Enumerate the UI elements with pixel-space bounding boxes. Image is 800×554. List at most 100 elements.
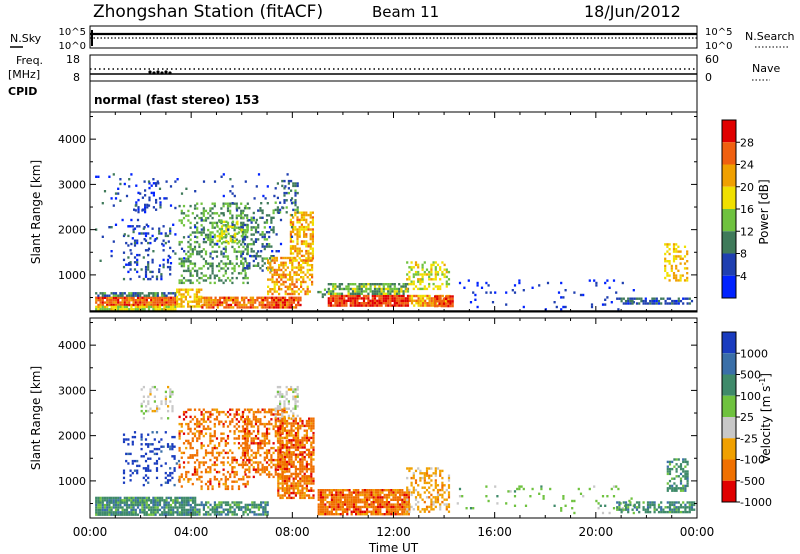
power-colorbar-tick-28: 28 <box>740 136 754 149</box>
velocity-colorbar-tick-7: -1000 <box>740 496 772 509</box>
data-region-20 <box>458 279 635 311</box>
data-region-7 <box>274 385 299 420</box>
velocity-colorbar-swatch-7 <box>722 480 736 502</box>
power-ytick-1000: 1000 <box>58 269 86 282</box>
velocity-colorbar-swatch-3 <box>722 395 736 417</box>
data-region-9 <box>406 467 451 513</box>
power-colorbar-swatch-3 <box>722 186 736 209</box>
data-region-5 <box>262 296 302 309</box>
velocity-colorbar-tick-1: 500 <box>740 369 761 382</box>
velocity-colorbar-tick-0: 1000 <box>740 347 768 360</box>
data-region-1 <box>95 305 177 311</box>
power-colorbar-label: Power [dB] <box>757 179 771 244</box>
nsearch-tick-top: 10^5 <box>705 27 732 38</box>
power-colorbar-swatch-0 <box>722 120 736 143</box>
velocity-colorbar-swatch-1 <box>722 353 736 375</box>
velocity-ytick-1000: 1000 <box>58 475 86 488</box>
data-region-8 <box>178 202 249 285</box>
labels: N.Sky 10^5 10^0 Freq.[MHz] 18 8 CPID normal (fa… <box>8 2 795 107</box>
velocity-colorbar-swatch-2 <box>722 374 736 396</box>
data-region-18 <box>406 261 451 291</box>
data-region-2 <box>95 292 177 297</box>
velocity-heatmap <box>95 385 696 516</box>
data-region-6 <box>122 225 172 281</box>
xtick-1: 04:00 <box>174 525 209 539</box>
xtick-0: 00:00 <box>73 525 108 539</box>
data-region-3 <box>176 288 203 308</box>
data-region-16 <box>327 283 410 295</box>
power-ylabel: Slant Range [km] <box>29 160 43 264</box>
nsky-strip-frame <box>89 25 698 49</box>
beam-title: Beam 11 <box>372 3 439 21</box>
velocity-colorbar-swatch-6 <box>722 459 736 481</box>
data-region-9 <box>216 220 243 245</box>
velocity-colorbar-swatch-4 <box>722 417 736 439</box>
velocity-colorbar-tick-6: -500 <box>740 475 765 488</box>
power-ytick-2000: 2000 <box>58 224 86 237</box>
nsky-label: N.Sky <box>10 32 42 45</box>
xtick-6: 00:00 <box>680 525 715 539</box>
freq-tick-bottom: 8 <box>73 71 80 84</box>
xtick-3: 12:00 <box>376 525 411 539</box>
velocity-ytick-3000: 3000 <box>58 384 86 397</box>
power-colorbar-swatch-5 <box>722 231 736 254</box>
nave-label: Nave <box>752 62 780 75</box>
power-colorbar-swatch-1 <box>722 142 736 165</box>
nsky-tick-top: 10^5 <box>59 27 86 38</box>
data-region-13 <box>274 179 299 214</box>
data-region-15 <box>327 294 410 307</box>
data-region-6 <box>277 417 315 500</box>
data-region-1 <box>196 501 269 516</box>
freq-label-line1: Freq. <box>16 54 43 67</box>
data-region-3 <box>140 385 174 420</box>
power-colorbar-swatch-2 <box>722 164 736 187</box>
data-region-19 <box>434 295 454 308</box>
velocity-colorbar-tick-5: -100 <box>740 454 765 467</box>
station-title: Zhongshan Station (fitACF) <box>93 2 323 22</box>
velocity-ytick-2000: 2000 <box>58 430 86 443</box>
data-region-0 <box>95 496 197 516</box>
velocity-colorbar-tick-4: -25 <box>740 432 758 445</box>
freq-label-line2: [MHz] <box>8 68 40 81</box>
power-heatmap <box>95 173 694 311</box>
xlabel: Time UT <box>368 541 419 554</box>
data-region-23 <box>95 173 294 267</box>
power-colorbar-tick-24: 24 <box>740 159 754 172</box>
nsearch-label: N.Search <box>745 30 795 43</box>
power-ytick-4000: 4000 <box>58 133 86 146</box>
velocity-colorbar: 1000 500 100 25 -25 -100 -500 -1000 Velocity [m … <box>721 331 773 509</box>
date-title: 18/Jun/2012 <box>584 2 681 21</box>
power-colorbar-tick-4: 4 <box>740 270 747 283</box>
data-region-12 <box>666 458 689 492</box>
data-region-10 <box>456 485 635 515</box>
velocity-ylabel: Slant Range [km] <box>29 366 43 470</box>
power-colorbar-tick-12: 12 <box>740 225 754 238</box>
freq-tick-top: 18 <box>66 53 80 66</box>
power-colorbar-tick-16: 16 <box>740 203 754 216</box>
data-region-4 <box>201 296 263 309</box>
velocity-plot-frame <box>89 317 698 519</box>
power-colorbar-swatch-6 <box>722 253 736 276</box>
nave-tick-top: 60 <box>705 53 719 66</box>
xtick-2: 08:00 <box>275 525 310 539</box>
velocity-colorbar-label: Velocity [m s-1] <box>758 373 773 463</box>
power-ytick-3000: 3000 <box>58 178 86 191</box>
data-region-12 <box>289 211 314 262</box>
power-colorbar-tick-8: 8 <box>740 248 747 261</box>
xtick-5: 20:00 <box>579 525 614 539</box>
power-colorbar: 4 8 12 16 20 24 28 Power [dB] <box>721 119 771 299</box>
data-region-11 <box>267 256 314 296</box>
freq-strip-frame <box>89 54 698 82</box>
velocity-colorbar-swatch-0 <box>722 332 736 354</box>
xtick-4: 16:00 <box>477 525 512 539</box>
nsky-tick-bottom: 10^0 <box>59 41 86 52</box>
cpid-label: CPID <box>8 85 37 98</box>
power-colorbar-tick-20: 20 <box>740 181 754 194</box>
power-colorbar-swatch-4 <box>722 209 736 232</box>
data-region-11 <box>616 501 696 514</box>
data-region-2 <box>122 431 181 487</box>
cpid-text: normal (fast stereo) 153 <box>94 93 260 107</box>
nave-tick-bottom: 0 <box>705 71 712 84</box>
velocity-ytick-4000: 4000 <box>58 339 86 352</box>
